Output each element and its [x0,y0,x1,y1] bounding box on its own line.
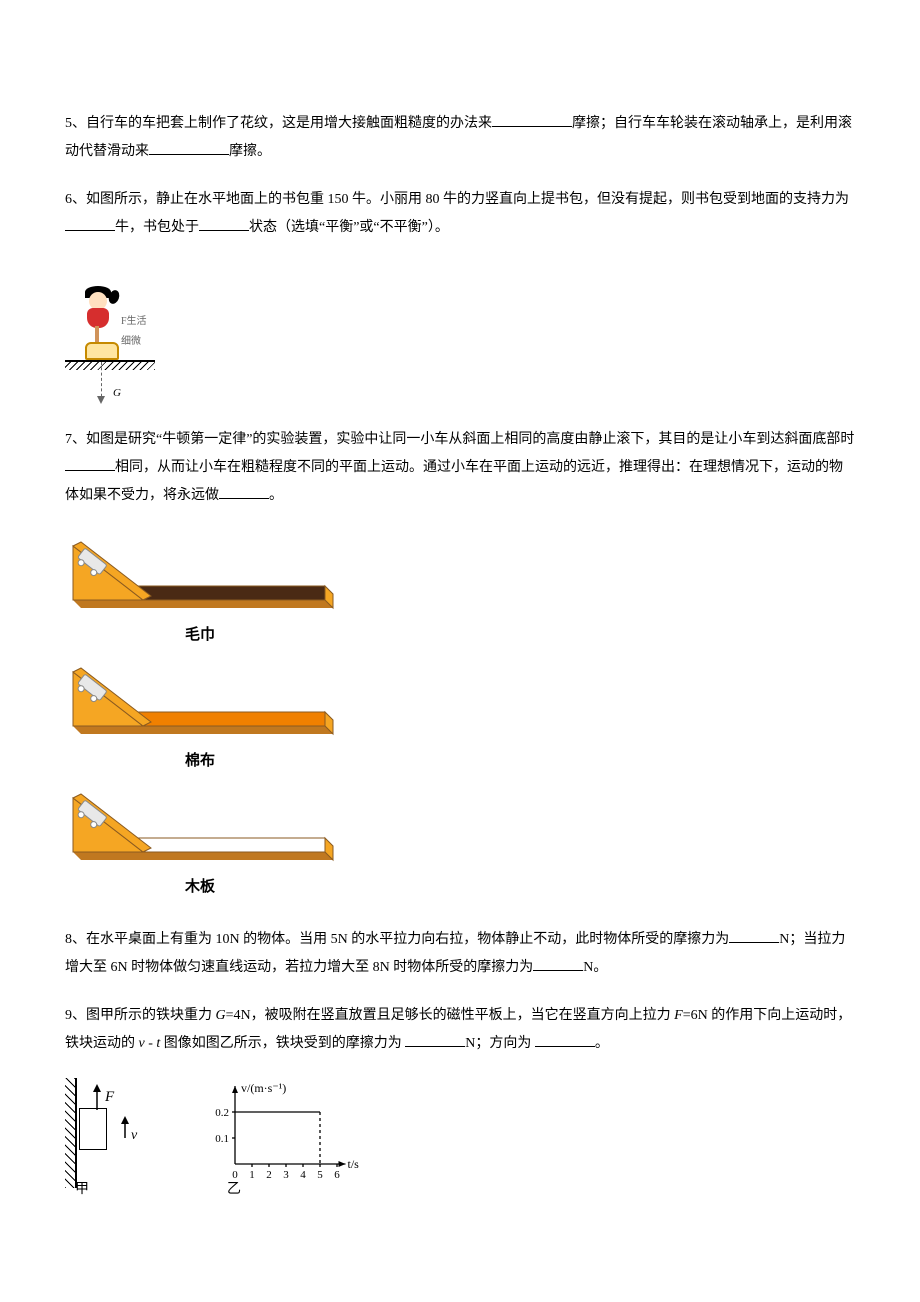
ramps-container: 毛巾棉布木板 [65,530,335,902]
q8-blank-1[interactable] [729,926,779,943]
ramp-set [65,656,335,744]
question-8: 8、在水平桌面上有重为 10N 的物体。当用 5N 的水平拉力向右拉，物体静止不… [65,926,855,982]
q7-text-c: 。 [269,488,283,503]
q8-text-c: N。 [583,960,607,975]
ground-hatch [65,362,155,370]
svg-text:0.2: 0.2 [215,1107,229,1119]
force-label: F [105,1082,114,1112]
q6-text-b: 牛，书包处于 [115,220,199,235]
force-arrow-icon [91,1084,103,1121]
q9-text-a5: N；方向为 [465,1036,535,1051]
q9-g: G [216,1008,226,1023]
q9-text-a: 9、图甲所示的铁块重力 [65,1008,216,1023]
question-5: 5、自行车的车把套上制作了花纹，这是用增大接触面粗糙度的办法来摩擦；自行车车轮装… [65,110,855,166]
velocity-label: v [131,1122,137,1150]
q5-text-c: 摩擦。 [229,144,271,159]
q9-blank-2[interactable] [535,1030,595,1047]
svg-text:v/(m·s⁻¹): v/(m·s⁻¹) [241,1081,286,1095]
ramp-label: 毛巾 [65,620,335,650]
girl-body [87,308,109,328]
q7-text-a: 7、如图是研究“牛顿第一定律”的实验装置，实验中让同一小车从斜面上相同的高度由静… [65,432,854,447]
q6-blank-1[interactable] [65,214,115,231]
q6-text-a: 6、如图所示，静止在水平地面上的书包重 150 牛。小丽用 80 牛的力竖直向上… [65,192,849,207]
ramp-set [65,782,335,870]
q5-blank-2[interactable] [149,138,229,155]
figure-q9-right: 0.10.20123456v/(m·s⁻¹)t/s 乙 [205,1078,375,1198]
q9-f: F [674,1008,683,1023]
svg-text:2: 2 [266,1169,272,1181]
svg-text:3: 3 [283,1169,289,1181]
q7-text-b: 相同，从而让小车在粗糙程度不同的平面上运动。通过小车在平面上运动的远近，推理得出… [65,460,843,503]
svg-text:5: 5 [317,1169,323,1181]
q7-blank-1[interactable] [65,454,115,471]
vt-chart: 0.10.20123456v/(m·s⁻¹)t/s [205,1078,375,1188]
q9-vt: v - t [139,1036,161,1051]
q9-text-a2: =4N，被吸附在竖直放置且足够长的磁性平板上，当它在竖直方向上拉力 [226,1008,675,1023]
q9-text-a6: 。 [595,1036,609,1051]
figure-q6-drawing: F生活细微 G [65,262,155,402]
svg-text:0.1: 0.1 [215,1133,229,1145]
bag-icon [85,342,119,360]
caption-left: 甲 [75,1176,89,1204]
figure-q9: F v 甲 0.10.20123456v/(m·s⁻¹)t/s 乙 [65,1078,855,1198]
ramp-label: 棉布 [65,746,335,776]
svg-text:1: 1 [249,1169,255,1181]
svg-text:6: 6 [334,1169,340,1181]
label-g: G [113,382,121,404]
q8-text-a: 8、在水平桌面上有重为 10N 的物体。当用 5N 的水平拉力向右拉，物体静止不… [65,932,729,947]
q9-text-a4: 图像如图乙所示，铁块受到的摩擦力为 [160,1036,405,1051]
q5-text-a: 5、自行车的车把套上制作了花纹，这是用增大接触面粗糙度的办法来 [65,116,492,131]
question-6: 6、如图所示，静止在水平地面上的书包重 150 牛。小丽用 80 牛的力竖直向上… [65,186,855,242]
weight-vector-arrow-icon [97,396,105,404]
ramp-set [65,530,335,618]
question-7: 7、如图是研究“牛顿第一定律”的实验装置，实验中让同一小车从斜面上相同的高度由静… [65,426,855,510]
q6-blank-2[interactable] [199,214,249,231]
figure-q7: 毛巾棉布木板 [65,530,335,902]
q7-blank-2[interactable] [219,482,269,499]
wall-hatch-icon [65,1078,77,1188]
label-f: F生活细微 [121,312,155,352]
ramp-label: 木板 [65,872,335,902]
q9-blank-1[interactable] [405,1030,465,1047]
q8-blank-2[interactable] [533,954,583,971]
caption-right: 乙 [227,1176,241,1204]
svg-text:4: 4 [300,1169,306,1181]
velocity-arrow-icon [119,1116,131,1149]
q6-text-c: 状态（选填“平衡”或“不平衡”）。 [249,220,449,235]
svg-text:t/s: t/s [348,1157,360,1171]
q5-blank-1[interactable] [492,110,572,127]
question-9: 9、图甲所示的铁块重力 G=4N，被吸附在竖直放置且足够长的磁性平板上，当它在竖… [65,1002,855,1058]
figure-q6: F生活细微 G [65,262,855,402]
figure-q9-left: F v 甲 [65,1078,165,1198]
